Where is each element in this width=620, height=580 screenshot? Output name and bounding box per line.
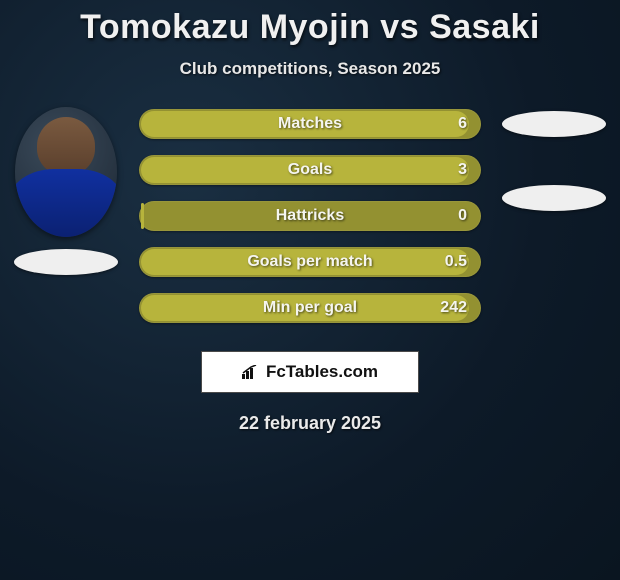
stat-pill: Min per goal242	[139, 293, 481, 323]
stat-pill: Hattricks0	[139, 201, 481, 231]
stat-value: 6	[458, 115, 467, 133]
player-left-avatar	[15, 107, 117, 237]
chart-icon	[242, 365, 260, 379]
stat-pill: Goals per match0.5	[139, 247, 481, 277]
stat-pill: Matches6	[139, 109, 481, 139]
page-content: Tomokazu Myojin vs Sasaki Club competiti…	[0, 0, 620, 580]
stat-value: 242	[440, 299, 467, 317]
player-right-name-oval-1	[502, 111, 606, 137]
stat-value: 0.5	[445, 253, 467, 271]
brand-box: FcTables.com	[201, 351, 419, 393]
player-right-name-oval-2	[502, 185, 606, 211]
stat-label: Min per goal	[139, 299, 481, 317]
stat-label: Matches	[139, 115, 481, 133]
player-left-column	[11, 107, 121, 275]
stat-label: Hattricks	[139, 207, 481, 225]
player-right-column	[499, 107, 609, 237]
brand-text: FcTables.com	[266, 362, 378, 382]
page-title: Tomokazu Myojin vs Sasaki	[0, 8, 620, 47]
stat-value: 3	[458, 161, 467, 179]
stat-pill: Goals3	[139, 155, 481, 185]
stat-value: 0	[458, 207, 467, 225]
page-subtitle: Club competitions, Season 2025	[0, 59, 620, 79]
player-left-name-oval	[14, 249, 118, 275]
comparison-row: Matches6Goals3Hattricks0Goals per match0…	[0, 107, 620, 323]
date-text: 22 february 2025	[0, 413, 620, 434]
stat-label: Goals per match	[139, 253, 481, 271]
stats-list: Matches6Goals3Hattricks0Goals per match0…	[139, 109, 481, 323]
stat-label: Goals	[139, 161, 481, 179]
